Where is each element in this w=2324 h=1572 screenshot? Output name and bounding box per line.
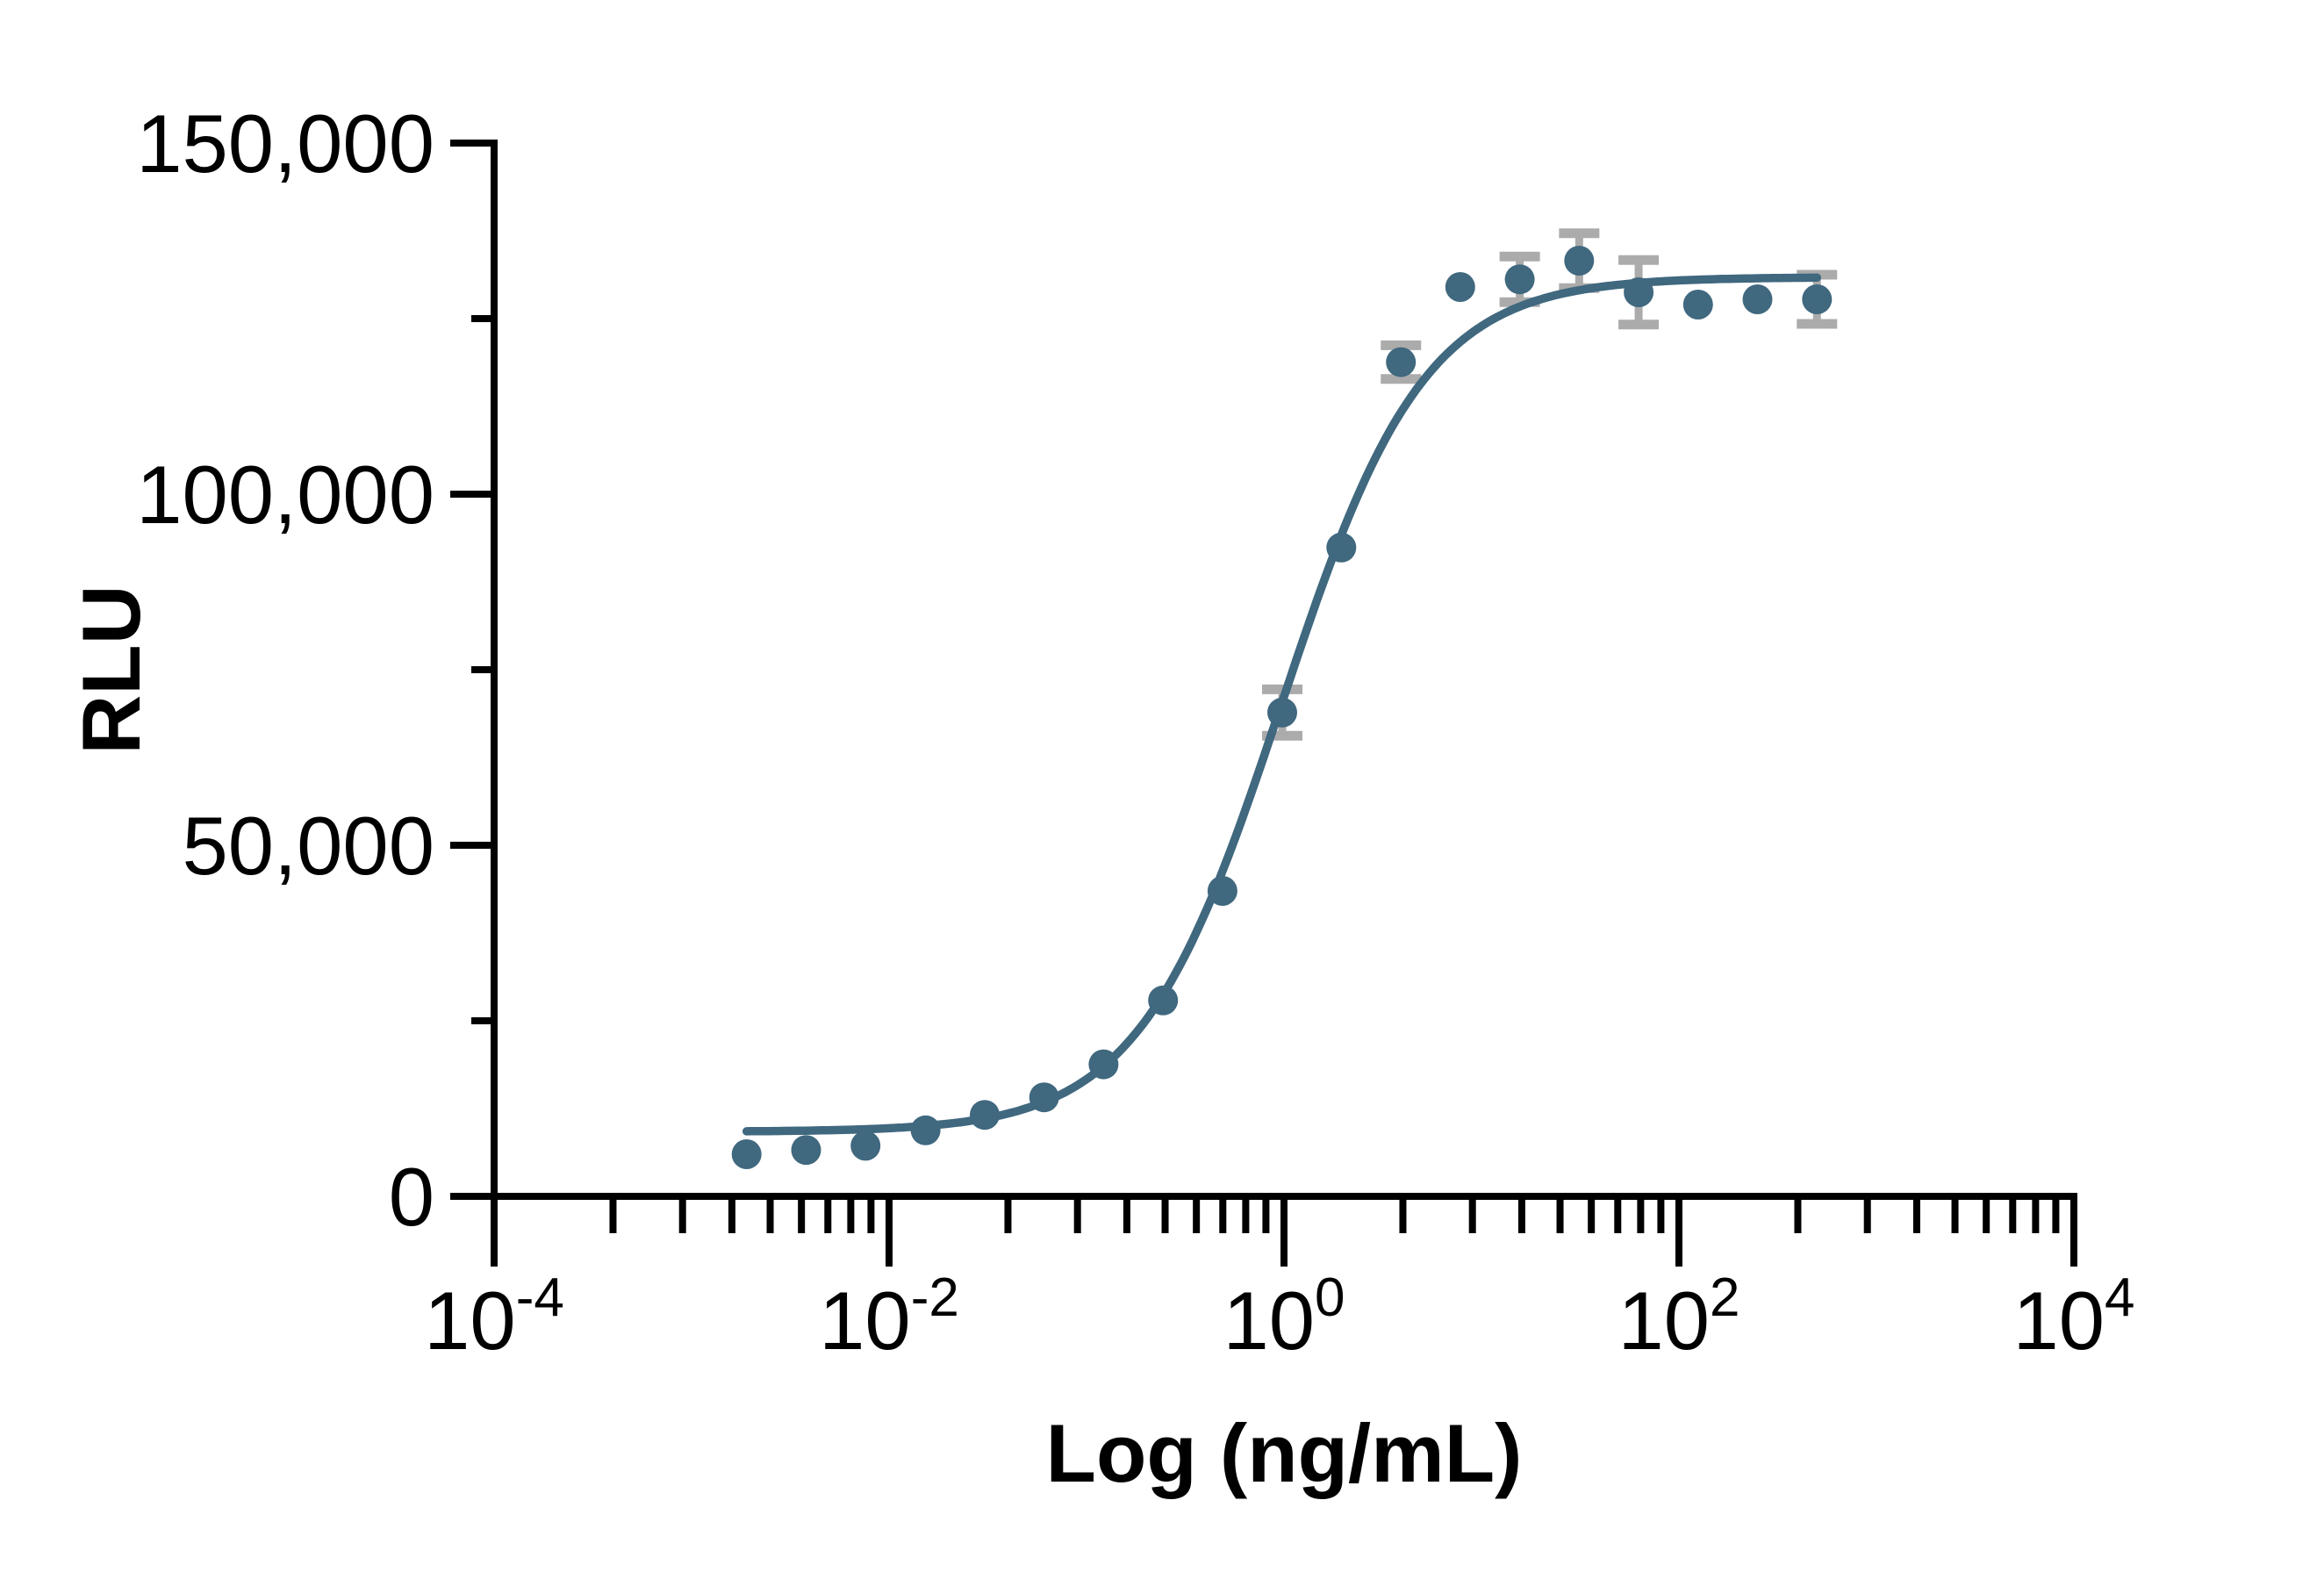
data-point-marker bbox=[1742, 284, 1773, 314]
x-tick-label: 104 bbox=[2012, 1267, 2134, 1367]
y-axis-title: RLU bbox=[65, 585, 157, 754]
data-point-marker bbox=[1445, 272, 1475, 302]
x-tick-label: 102 bbox=[1617, 1267, 1739, 1367]
data-point-marker bbox=[1802, 284, 1833, 314]
data-point-marker bbox=[1564, 246, 1595, 276]
x-tick-label: 10-2 bbox=[819, 1267, 959, 1367]
data-point-marker bbox=[1682, 290, 1713, 319]
x-axis-title: Log (ng/mL) bbox=[1046, 1407, 1523, 1499]
data-point-marker bbox=[1148, 985, 1179, 1016]
data-point-marker bbox=[1207, 876, 1237, 906]
data-point-marker bbox=[1386, 347, 1417, 377]
data-point-marker bbox=[1624, 277, 1654, 307]
x-tick-label: 10-4 bbox=[424, 1267, 564, 1367]
data-point-marker bbox=[1267, 697, 1297, 728]
y-tick-label: 100,000 bbox=[136, 449, 434, 541]
data-point-marker bbox=[731, 1139, 762, 1169]
x-tick-label: 100 bbox=[1223, 1267, 1345, 1367]
data-point-marker bbox=[1326, 532, 1357, 563]
data-point-marker bbox=[1504, 264, 1535, 295]
data-point-marker bbox=[791, 1135, 821, 1166]
data-point-marker bbox=[850, 1131, 881, 1161]
data-point-marker bbox=[1029, 1082, 1059, 1113]
y-tick-label: 50,000 bbox=[182, 800, 434, 892]
y-tick-label: 150,000 bbox=[136, 97, 434, 190]
y-tick-label: 0 bbox=[389, 1151, 434, 1243]
data-point-marker bbox=[910, 1115, 941, 1145]
data-point-marker bbox=[1088, 1049, 1119, 1080]
data-point-marker bbox=[970, 1100, 1000, 1131]
